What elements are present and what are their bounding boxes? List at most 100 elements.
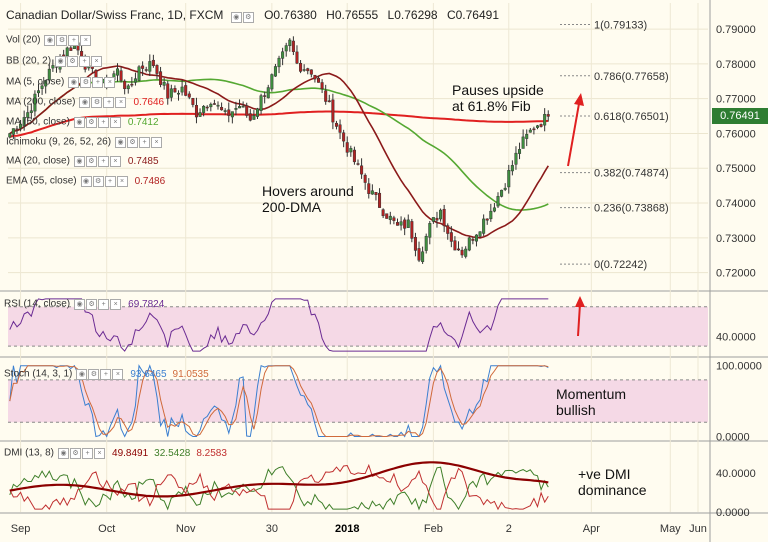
time-tick-label: Jun — [689, 523, 707, 535]
candle-body — [115, 68, 119, 76]
dmi-pane[interactable] — [9, 461, 549, 511]
time-tick-label: Oct — [98, 523, 115, 535]
time-tick-label: 2 — [506, 523, 512, 535]
candle-body — [478, 231, 482, 237]
candle — [485, 218, 489, 225]
candle — [464, 246, 468, 259]
candle — [500, 189, 504, 198]
candle-body — [270, 74, 274, 90]
rsi-pane[interactable] — [8, 296, 708, 352]
candle — [413, 232, 417, 257]
candle — [37, 83, 41, 98]
candle — [270, 73, 274, 92]
candle-body — [184, 85, 188, 96]
candle-body — [510, 165, 514, 172]
candle-body — [29, 110, 33, 113]
annotation-momentum: Momentum bullish — [556, 386, 627, 418]
candle-body — [194, 105, 198, 118]
candle-body — [439, 209, 443, 220]
indicator-buttons[interactable]: ◉ ⚙ + × — [68, 76, 116, 88]
candle — [399, 216, 403, 231]
candle-body — [449, 232, 453, 242]
candle — [216, 101, 220, 110]
candle — [507, 164, 511, 194]
rsi-line — [9, 298, 549, 352]
indicator-buttons[interactable]: ◉ ⚙ + × — [58, 447, 106, 459]
candle-body — [299, 62, 303, 72]
candle — [338, 119, 342, 140]
candle-body — [349, 148, 353, 153]
indicator-buttons[interactable]: ◉ ⚙ + × — [79, 96, 127, 108]
indicator-buttons[interactable]: ◉ ⚙ + × — [80, 175, 129, 187]
candle-body — [410, 221, 414, 239]
candle-body — [40, 85, 44, 89]
candle — [543, 108, 547, 132]
eye-icon[interactable]: ◉ — [230, 12, 242, 24]
candle-body — [374, 192, 378, 195]
candle-body — [177, 92, 181, 95]
candle — [510, 160, 514, 176]
candle-body — [291, 40, 295, 52]
indicator-ema55[interactable]: EMA (55, close) ◉ ⚙ + × 0.7486 — [6, 175, 166, 187]
indicator-vol[interactable]: Vol (20) ◉ ⚙ + × — [6, 34, 92, 46]
candle-body — [496, 196, 500, 207]
candle-body — [15, 128, 19, 131]
candle-body — [485, 218, 489, 221]
stoch-label[interactable]: Stoch (14, 3, 1) ◉ ⚙ + × 93.6465 91.0535 — [4, 368, 209, 380]
price-pane[interactable]: 1(0.79133) 0.786(0.77658) 0.618(0.76501) 0.… — [8, 19, 669, 271]
rsi-arrow — [577, 303, 581, 337]
indicator-buttons[interactable]: ◉ ⚙ + × — [73, 116, 122, 128]
dmi-label[interactable]: DMI (13, 8) ◉ ⚙ + × 49.8491 32.5428 8.2583 — [4, 447, 227, 459]
candle — [395, 218, 399, 226]
rsi-label[interactable]: RSI (14, close) ◉ ⚙ + × 69.7824 — [4, 298, 165, 310]
candle — [331, 93, 335, 130]
annotation-hover: Hovers around 200-DMA — [262, 183, 354, 215]
indicator-ma5[interactable]: MA (5, close) ◉ ⚙ + × — [6, 76, 116, 88]
candle — [137, 65, 141, 82]
indicator-buttons[interactable]: ◉ ⚙ + × — [44, 34, 92, 46]
candle-body — [492, 207, 496, 212]
stoch-pane[interactable] — [8, 364, 708, 438]
candle — [126, 84, 130, 94]
candle — [205, 105, 209, 112]
indicator-ichimoku[interactable]: Ichimoku (9, 26, 52, 26) ◉ ⚙ + × — [6, 136, 163, 148]
candle-body — [431, 217, 435, 222]
stoch-d-line — [9, 365, 549, 438]
dmi-tick-label: 40.0000 — [716, 468, 756, 480]
indicator-bb[interactable]: BB (20, 2) ◉ ⚙ + × — [6, 55, 103, 67]
ma50-value: 0.7412 — [127, 116, 159, 128]
settings-icon[interactable]: ⚙ — [242, 12, 254, 24]
indicator-buttons[interactable]: ◉ ⚙ + × — [76, 368, 124, 380]
title-buttons[interactable]: ◉ ⚙ — [230, 8, 255, 24]
time-tick-label: Sep — [11, 523, 31, 535]
indicator-buttons[interactable]: ◉ ⚙ + × — [74, 298, 122, 310]
candle-body — [155, 65, 159, 74]
ma200-value: 0.7646 — [133, 96, 165, 108]
candle — [482, 214, 486, 236]
price-tick-label: 0.75000 — [716, 163, 756, 175]
candle-body — [65, 47, 69, 57]
indicator-buttons[interactable]: ◉ ⚙ + × — [115, 136, 163, 148]
candle-body — [367, 183, 371, 194]
candle — [177, 90, 181, 101]
rsi-value: 69.7824 — [128, 298, 165, 310]
dmi-adx-line — [9, 461, 549, 498]
indicator-ma20[interactable]: MA (20, close) ◉ ⚙ + × 0.7485 — [6, 155, 159, 167]
candle — [313, 74, 317, 83]
candle-body — [320, 82, 324, 90]
dmi-minus-value: 8.2583 — [196, 447, 227, 459]
indicator-ma200[interactable]: MA (200, close) ◉ ⚙ + × 0.7646 — [6, 96, 165, 108]
candle-body — [381, 209, 385, 217]
indicator-buttons[interactable]: ◉ ⚙ + × — [55, 55, 103, 67]
candle — [162, 77, 166, 90]
candle — [327, 94, 331, 103]
candle-body — [130, 83, 134, 86]
indicator-ma50[interactable]: MA (50, close) ◉ ⚙ + × 0.7412 — [6, 116, 159, 128]
candle-body — [238, 106, 242, 109]
candle-body — [442, 208, 446, 227]
candle — [148, 54, 152, 76]
candle — [51, 59, 55, 72]
candle-body — [306, 68, 310, 72]
candle — [518, 142, 522, 160]
indicator-buttons[interactable]: ◉ ⚙ + × — [73, 155, 122, 167]
